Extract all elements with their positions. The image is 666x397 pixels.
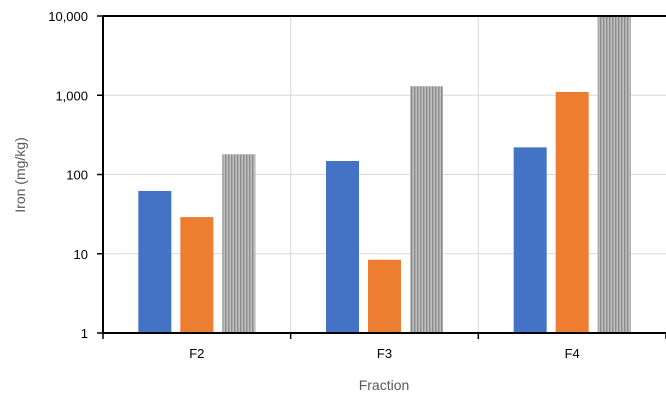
y-tick-label: 100	[66, 168, 88, 183]
bar-f4-series-1	[514, 147, 547, 333]
x-tick-label: F3	[377, 346, 392, 361]
bar-f2-series-1	[138, 191, 171, 333]
bar-f3-series-1	[326, 161, 359, 333]
tick-labels: 1 10 100 1,000 10,000 F2 F3 F4	[48, 9, 580, 361]
bar-f3-series-3	[410, 86, 443, 333]
bar-f4-series-3	[598, 16, 631, 333]
y-tick-label: 10,000	[48, 9, 88, 24]
bar-f2-series-2	[180, 217, 213, 333]
y-tick-label: 10	[74, 247, 88, 262]
y-axis-title: Iron (mg/kg)	[12, 137, 28, 212]
y-tick-label: 1,000	[55, 88, 88, 103]
bar-f4-series-2	[556, 92, 589, 333]
bar-f3-series-2	[368, 260, 401, 333]
x-tick-label: F4	[565, 346, 580, 361]
x-axis-title: Fraction	[359, 377, 410, 393]
bar-f2-series-3	[222, 154, 255, 333]
y-tick-label: 1	[81, 326, 88, 341]
x-tick-label: F2	[189, 346, 204, 361]
